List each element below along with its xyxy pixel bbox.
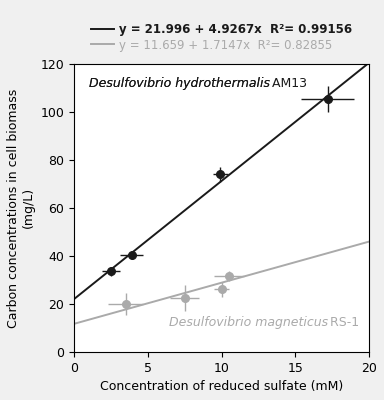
Text: RS-1: RS-1 [326,316,359,329]
Text: Desulfovibrio hydrothermalis: Desulfovibrio hydrothermalis [89,77,270,90]
Text: AM13: AM13 [268,77,307,90]
Y-axis label: Carbon concentrations in cell biomass
(mg/L): Carbon concentrations in cell biomass (m… [7,88,35,328]
X-axis label: Concentration of reduced sulfate (mM): Concentration of reduced sulfate (mM) [100,380,343,393]
Text: Desulfovibrio magneticus: Desulfovibrio magneticus [169,316,328,329]
Legend: y = 21.996 + 4.9267x  R²= 0.99156, y = 11.659 + 1.7147x  R²= 0.82855: y = 21.996 + 4.9267x R²= 0.99156, y = 11… [86,18,357,56]
Text: Desulfovibrio hydrothermalis: Desulfovibrio hydrothermalis [89,77,270,90]
